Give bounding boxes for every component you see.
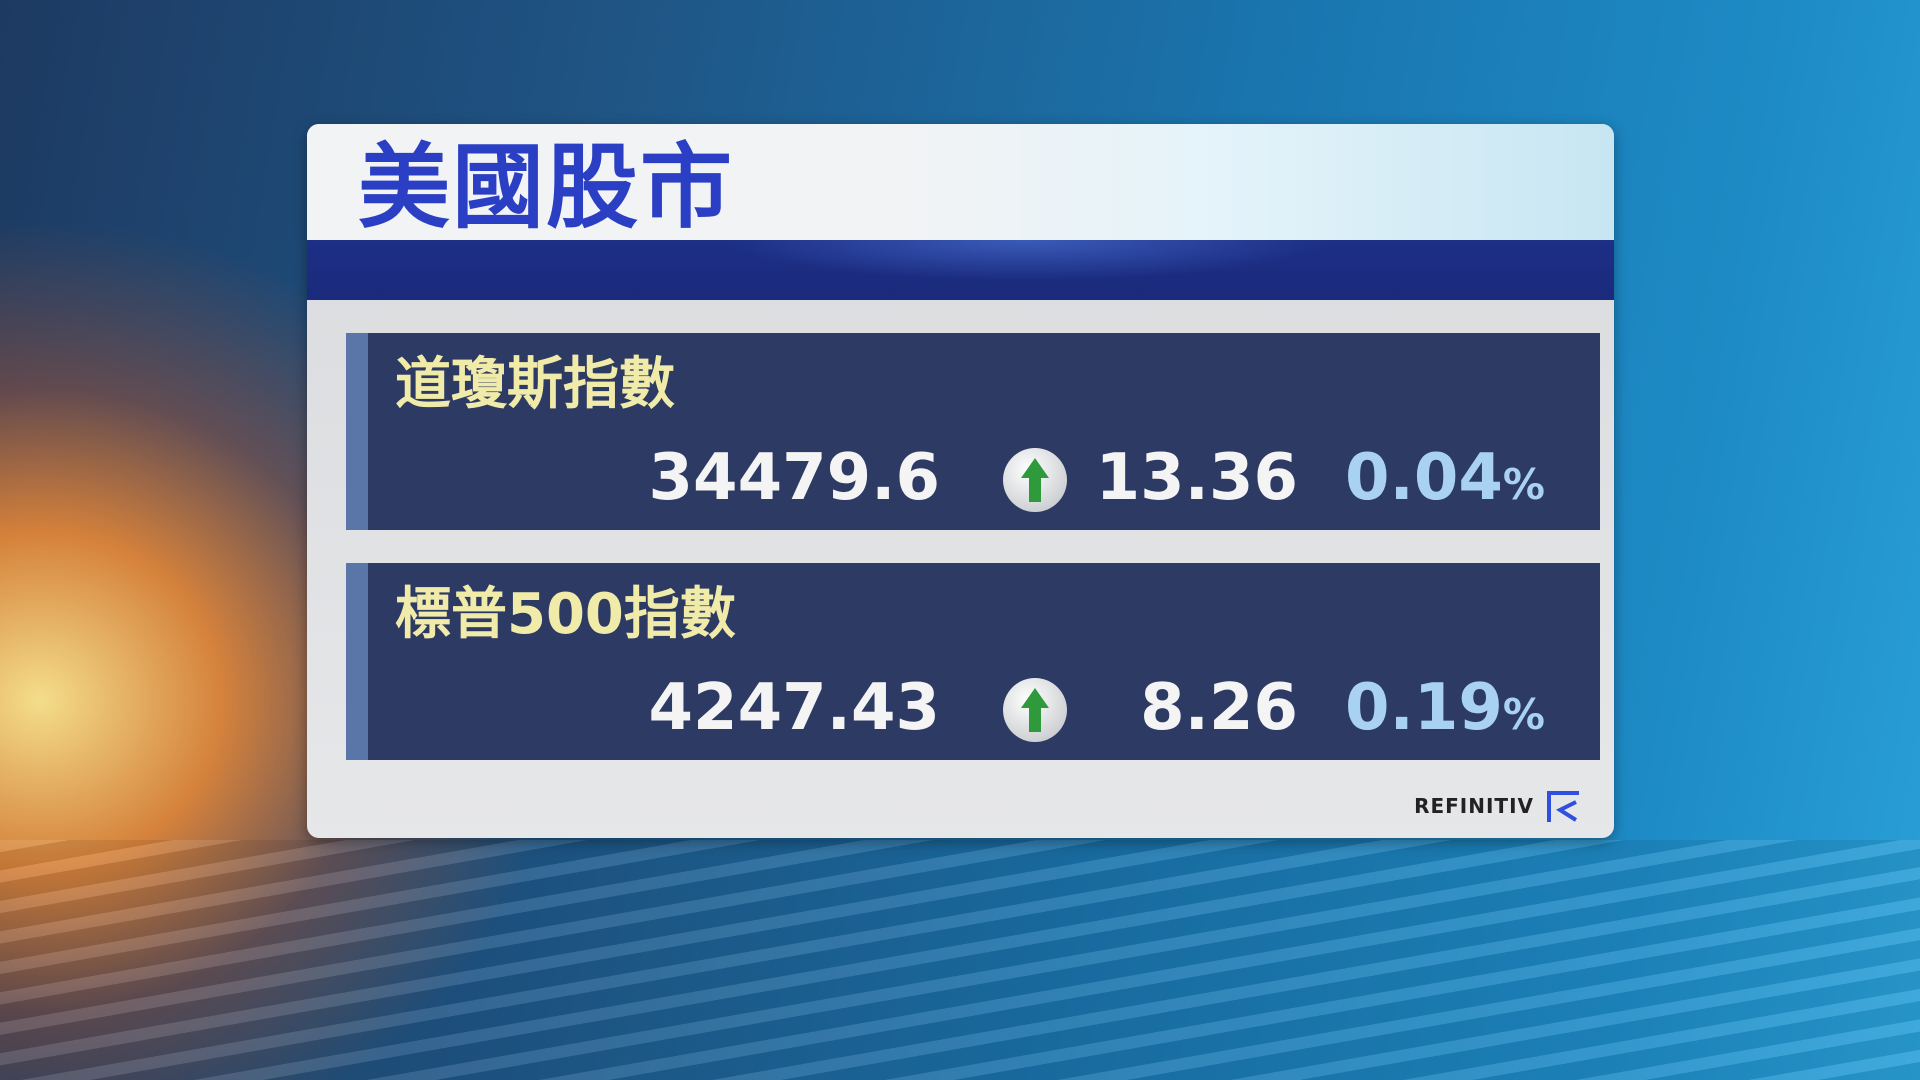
up-arrow-icon: [1003, 448, 1067, 512]
index-row-dow: 道瓊斯指數 34479.6 13.36 0.04%: [346, 333, 1600, 530]
title-divider-bar: [307, 240, 1614, 300]
row-accent: [346, 563, 368, 760]
row-accent: [346, 333, 368, 530]
background-floor: [0, 840, 1920, 1080]
index-row-sp500: 標普500指數 4247.43 8.26 0.19%: [346, 563, 1600, 760]
index-change: 13.36: [1095, 441, 1298, 515]
index-percent: 0.04%: [1345, 441, 1545, 522]
percent-value: 0.04: [1345, 441, 1503, 515]
percent-sign: %: [1502, 460, 1545, 509]
up-arrow-icon: [1003, 678, 1067, 742]
index-value: 4247.43: [648, 671, 941, 745]
index-name: 道瓊斯指數: [395, 352, 675, 417]
index-value: 34479.6: [648, 441, 941, 515]
index-percent: 0.19%: [1345, 671, 1545, 752]
source-label: REFINITIV: [1414, 794, 1534, 818]
percent-value: 0.19: [1345, 671, 1503, 745]
refinitiv-logo-icon: [1547, 791, 1579, 822]
title-band: 美國股市: [307, 124, 1614, 240]
market-panel: 美國股市 道瓊斯指數 34479.6 13.36 0.04% 標普500指數 4…: [307, 124, 1614, 838]
index-change: 8.26: [1140, 671, 1298, 745]
percent-sign: %: [1502, 690, 1545, 739]
page-title: 美國股市: [358, 134, 735, 241]
index-name: 標普500指數: [395, 582, 736, 647]
